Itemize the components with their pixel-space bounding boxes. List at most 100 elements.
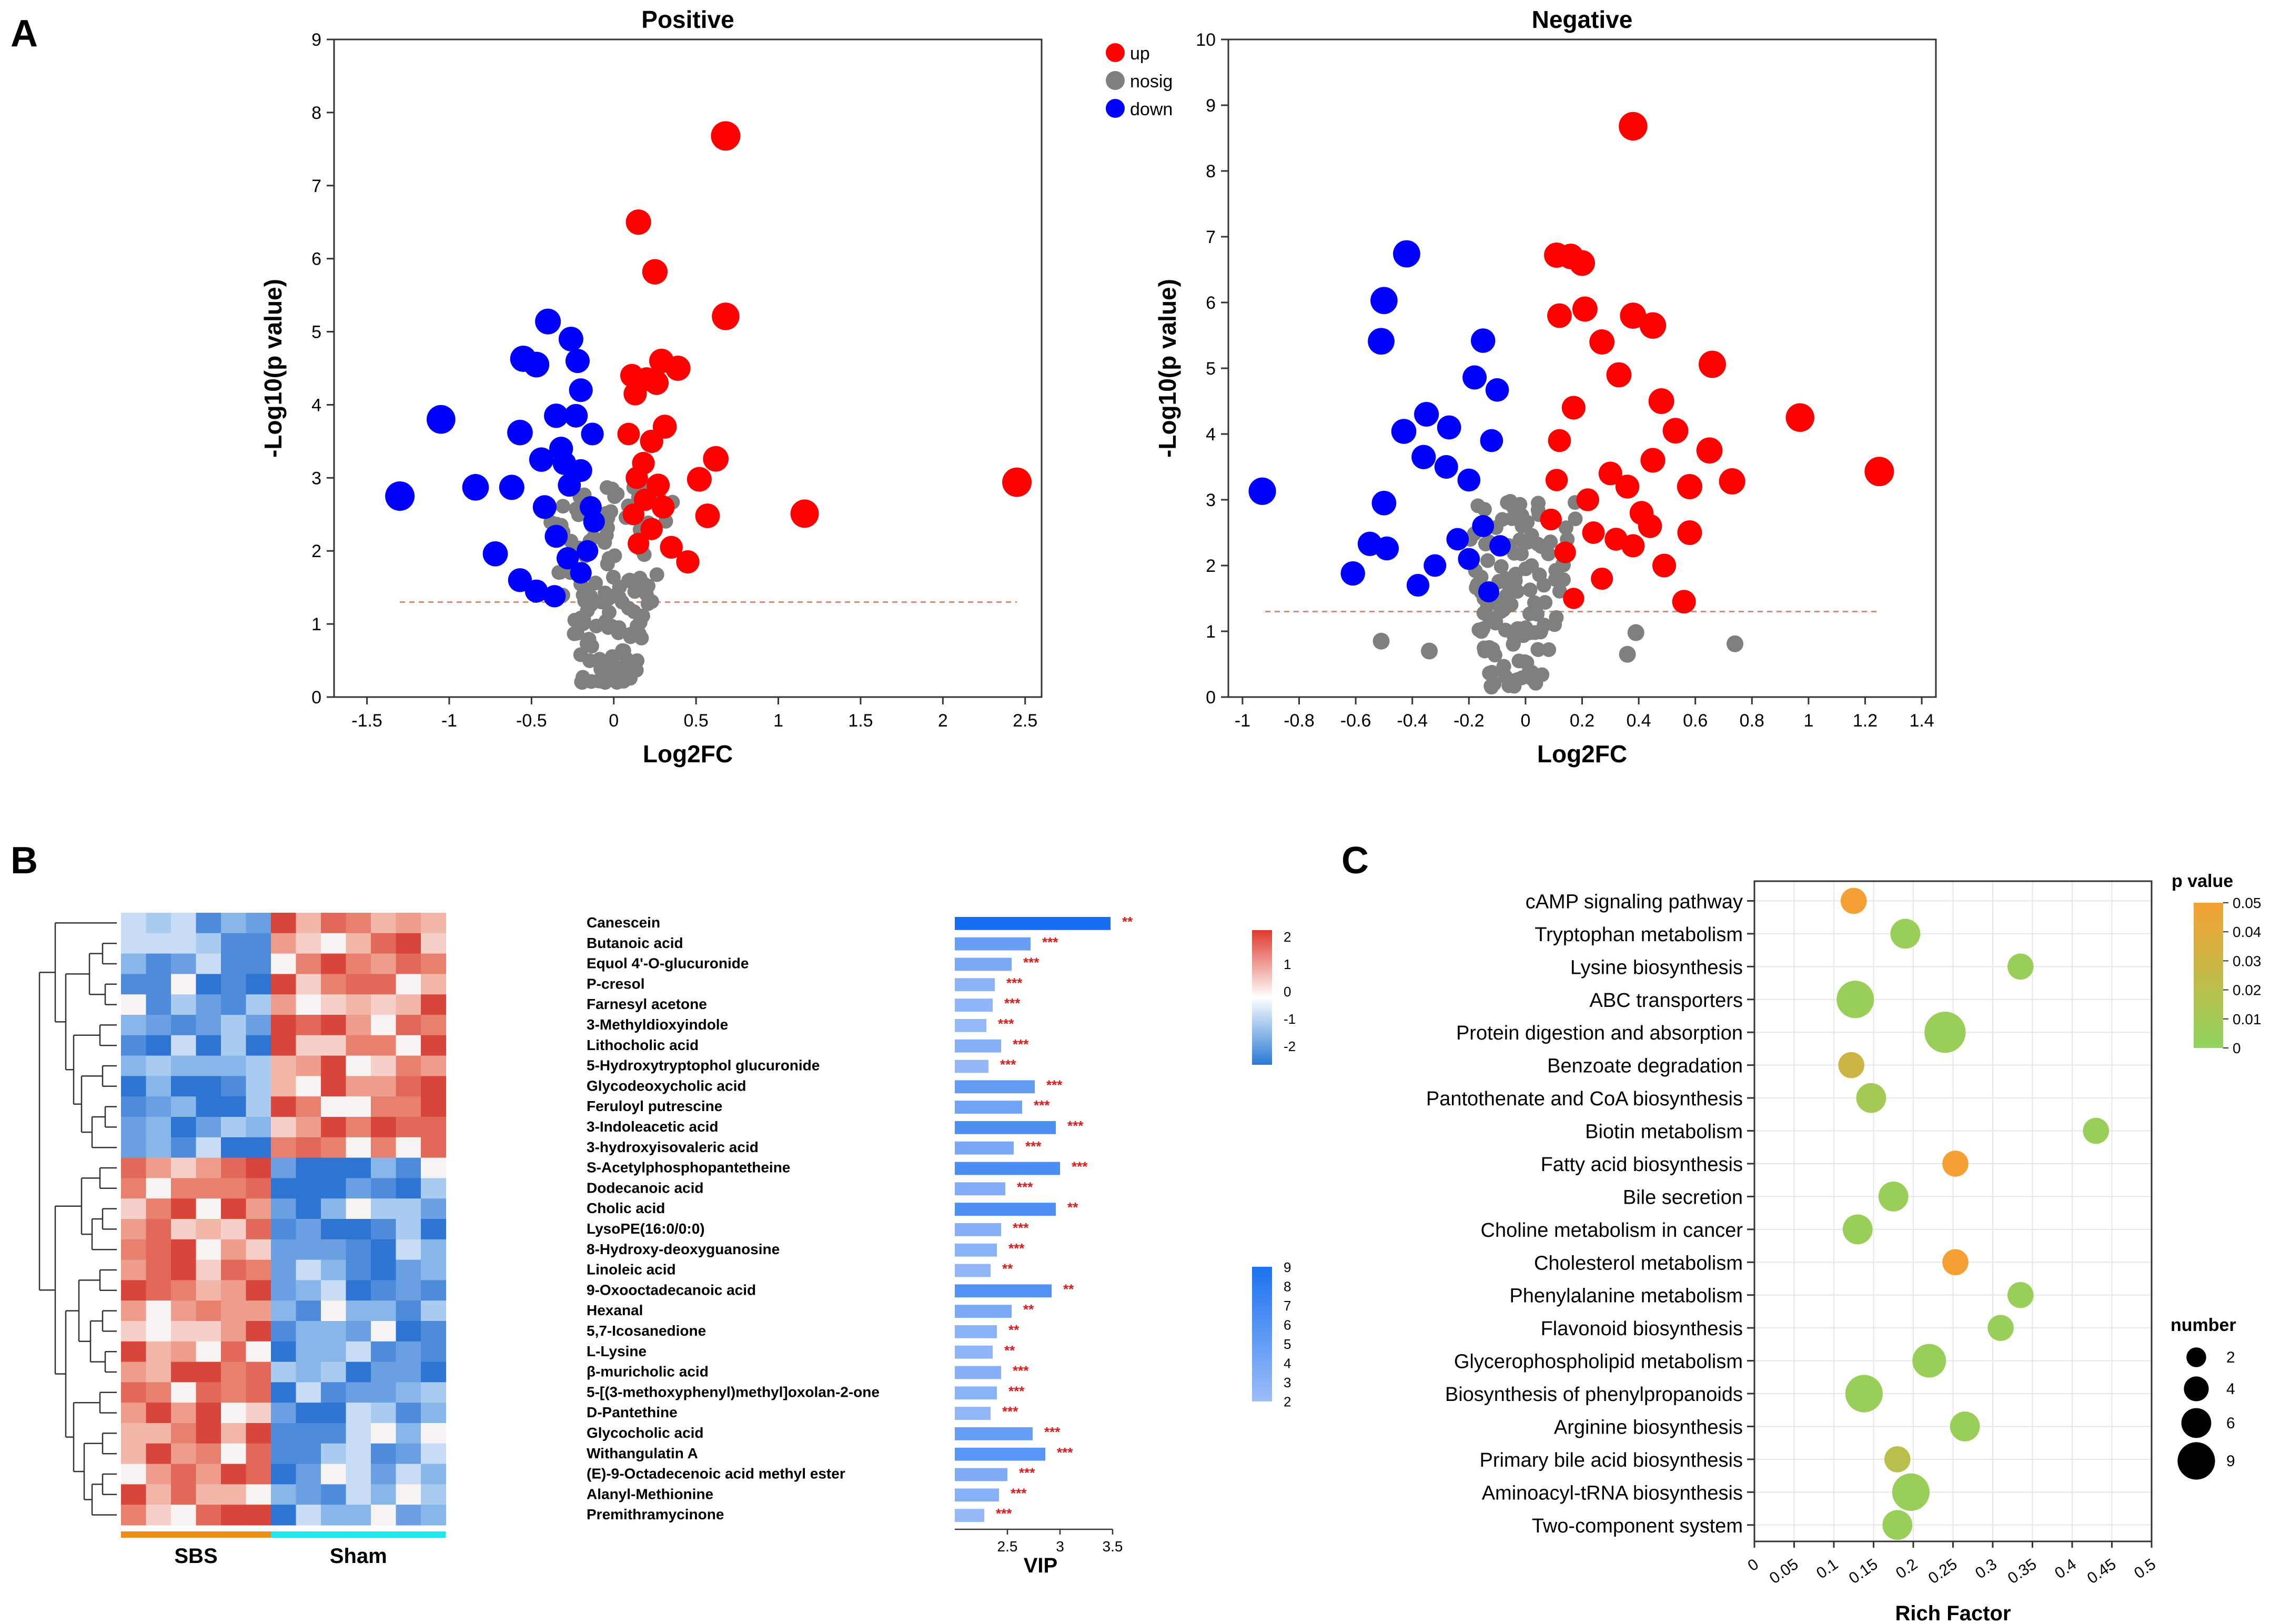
nosig-point — [579, 636, 594, 651]
down-point — [1371, 490, 1397, 516]
down-point — [569, 378, 593, 402]
heatmap-cell — [346, 1484, 371, 1505]
heatmap-cell — [196, 1321, 221, 1342]
down-point — [499, 475, 524, 500]
pathway-label: Phenylalanine metabolism — [1509, 1285, 1743, 1307]
heatmap-cell — [421, 1157, 447, 1178]
heatmap-cell — [121, 1484, 147, 1505]
vip-bar — [955, 1407, 991, 1420]
significance-stars: *** — [1013, 1220, 1029, 1236]
vip-bar — [955, 1243, 997, 1257]
heatmap-cell — [196, 1382, 221, 1403]
heatmap-cell — [171, 1259, 197, 1280]
y-tick-label: 5 — [1206, 359, 1216, 379]
heatmap-cell — [246, 974, 271, 995]
heatmap-cell — [271, 1443, 297, 1465]
down-point — [523, 351, 550, 378]
y-tick-label: 5 — [311, 322, 321, 342]
heatmap-cell — [421, 1443, 447, 1465]
pathway-label: Choline metabolism in cancer — [1481, 1219, 1743, 1242]
heatmap-cell — [321, 1239, 347, 1260]
heatmap-cell — [346, 1076, 371, 1097]
vip-bar — [955, 1284, 1052, 1298]
up-point — [647, 473, 670, 497]
nosig-point — [1484, 664, 1499, 680]
heatmap-cell — [196, 1464, 221, 1485]
vip-colorbar: 9 8 7 6 5 4 3 2 — [1252, 1259, 1291, 1410]
nosig-point — [573, 647, 588, 662]
pvalue-colorbar-gradient — [2194, 903, 2223, 1048]
vip-bar — [955, 1386, 997, 1400]
nosig-point — [576, 616, 591, 631]
heatmap-cell — [371, 1464, 397, 1485]
heatmap-cell — [421, 933, 447, 954]
significance-stars: *** — [1004, 995, 1021, 1011]
pathway-label: Tryptophan metabolism — [1535, 924, 1743, 946]
heatmap-cell — [271, 1464, 297, 1485]
zscore-tick-label: 1 — [1284, 956, 1291, 972]
heatmap-cell — [146, 1321, 171, 1342]
up-point — [1561, 396, 1586, 420]
heatmap-cell — [146, 1280, 171, 1301]
up-point — [642, 259, 668, 285]
heatmap-cell — [421, 1300, 447, 1322]
pathway-label: Glycerophospholipid metabolism — [1454, 1351, 1743, 1373]
vip-bar — [955, 1121, 1056, 1134]
heatmap-cell — [121, 1137, 147, 1158]
heatmap-cell — [321, 1403, 347, 1424]
heatmap-cell — [171, 1117, 197, 1138]
metabolite-label: Linoleic acid — [587, 1262, 676, 1278]
heatmap-cell — [271, 1423, 297, 1444]
x-tick-label: 1.5 — [848, 711, 873, 731]
heatmap-cell — [271, 1321, 297, 1342]
heatmap-cell — [346, 1055, 371, 1076]
heatmap-cell — [121, 1505, 147, 1526]
metabolite-label: Glycodeoxycholic acid — [587, 1077, 746, 1094]
up-point — [712, 302, 740, 330]
up-point — [1696, 437, 1723, 464]
heatmap-cell — [321, 1076, 347, 1097]
heatmap-cell — [371, 974, 397, 995]
heatmap-cell — [196, 1341, 221, 1363]
vip-bar — [955, 1080, 1035, 1094]
size-legend-marker — [2177, 1442, 2215, 1480]
down-point — [1370, 287, 1398, 315]
heatmap-cell — [171, 933, 197, 954]
heatmap-cell — [271, 1035, 297, 1056]
pathway-label: Primary bile acid biosynthesis — [1479, 1449, 1743, 1471]
nosig-point — [1488, 616, 1503, 631]
heatmap-cell — [296, 933, 321, 954]
heatmap-cell — [346, 913, 371, 934]
nosig-point — [1511, 653, 1527, 669]
vip-bar — [955, 1305, 1012, 1318]
down-point — [508, 568, 532, 592]
heatmap-cell — [421, 1505, 447, 1526]
up-point — [1582, 521, 1605, 544]
heatmap-cell — [121, 1178, 147, 1199]
heatmap-cell — [246, 953, 271, 974]
x-tick-label: -0.5 — [516, 711, 547, 731]
heatmap-cell — [221, 953, 247, 974]
heatmap-cell — [371, 1015, 397, 1036]
heatmap-cell — [346, 1403, 371, 1424]
heatmap-cell — [196, 1484, 221, 1505]
vip-tick-label: 2.5 — [997, 1538, 1018, 1555]
pathway-bubble — [1878, 1182, 1909, 1212]
heatmap-cell — [371, 1505, 397, 1526]
vip-colorbar-tick-label: 8 — [1284, 1279, 1291, 1295]
heatmap-cell — [221, 1280, 247, 1301]
pathway-bubble — [1884, 1446, 1911, 1472]
heatmap-cell — [221, 1178, 247, 1199]
down-point — [1406, 573, 1430, 597]
heatmap-cell — [221, 1198, 247, 1219]
heatmap-cell — [196, 1259, 221, 1280]
nosig-point — [627, 584, 642, 599]
nosig-point — [1508, 567, 1523, 582]
heatmap-cell — [421, 1035, 447, 1056]
nosig-point — [1503, 597, 1519, 612]
heatmap-cell — [221, 1403, 247, 1424]
nosig-point — [623, 671, 638, 686]
heatmap-cell — [271, 1198, 297, 1219]
x-axis-label: Log2FC — [643, 740, 733, 768]
heatmap-cell — [396, 933, 421, 954]
